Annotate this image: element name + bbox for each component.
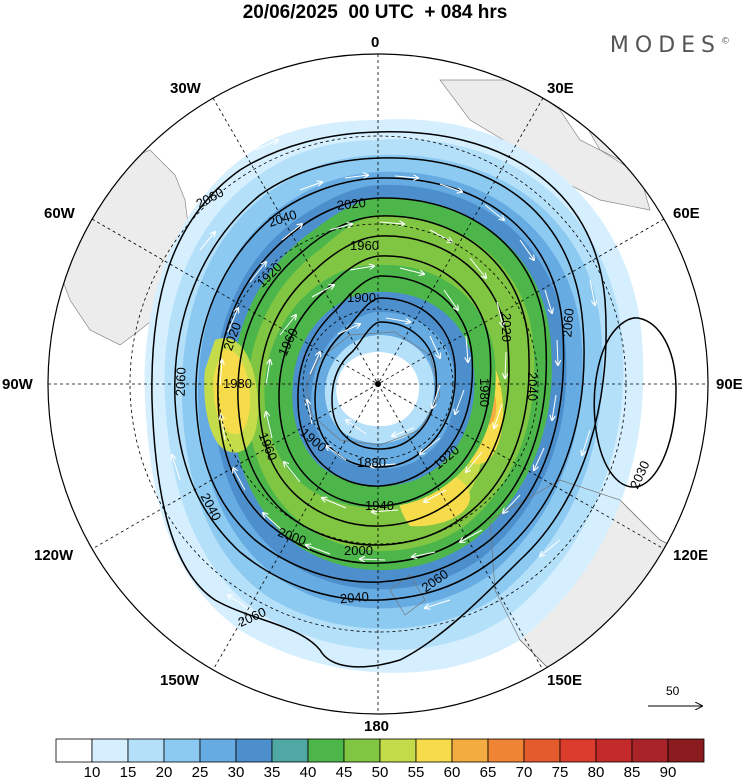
colorbar-tick-label: 45 bbox=[335, 764, 353, 781]
colorbar-tick-label: 15 bbox=[119, 764, 137, 781]
geopotential-contours bbox=[151, 131, 677, 668]
modes-logo: MODES© bbox=[610, 33, 730, 58]
contour-1900 bbox=[314, 297, 456, 468]
contour-label: 1880 bbox=[357, 455, 386, 470]
lon-label-90e: 90E bbox=[716, 376, 743, 393]
colorbar-tick-label: 20 bbox=[155, 764, 173, 781]
colorbar-swatch bbox=[595, 738, 633, 763]
colorbar-swatch bbox=[667, 738, 705, 763]
logo-text: MODES bbox=[609, 33, 721, 58]
band-inner-10 bbox=[336, 352, 420, 427]
lon-label-60w: 60W bbox=[44, 205, 75, 222]
colorbar-swatch bbox=[415, 738, 453, 763]
contour-label: 1960 bbox=[350, 238, 379, 253]
colorbar-swatch bbox=[307, 738, 345, 763]
colorbar-swatch bbox=[55, 738, 93, 763]
colorbar-swatch bbox=[451, 738, 489, 763]
contour-1980 bbox=[237, 215, 530, 546]
contour-label: 2040 bbox=[525, 372, 540, 401]
contour-2040 bbox=[174, 157, 585, 601]
colorbar-tick-label: 55 bbox=[407, 764, 425, 781]
colorbar-swatch bbox=[379, 738, 417, 763]
colorbar-tick-label: 10 bbox=[83, 764, 101, 781]
chart-title: 20/06/2025 00 UTC + 084 hrs bbox=[242, 2, 508, 23]
reference-vector-label: 50 bbox=[666, 684, 680, 698]
colorbar-swatch bbox=[487, 738, 525, 763]
colorbar-tick-label: 35 bbox=[263, 764, 281, 781]
contour-2060 bbox=[151, 131, 607, 668]
wind-vectors bbox=[172, 140, 595, 611]
colorbar-tick-label: 40 bbox=[299, 764, 317, 781]
lon-label-90w: 90W bbox=[2, 376, 33, 393]
lon-label-150e: 150E bbox=[547, 672, 583, 689]
colorbar-swatch bbox=[523, 738, 561, 763]
colorbar-tick-label: 60 bbox=[443, 764, 461, 781]
contour-1880 bbox=[331, 321, 438, 450]
contour-1960 bbox=[258, 235, 510, 527]
lon-label-30w: 30W bbox=[170, 80, 201, 97]
contour-1920 bbox=[297, 275, 474, 487]
lon-label-0: 0 bbox=[371, 34, 380, 51]
contour-2020 bbox=[195, 177, 565, 583]
colorbar bbox=[55, 738, 705, 763]
colorbar-swatch bbox=[163, 738, 201, 763]
colorbar-tick-label: 75 bbox=[551, 764, 569, 781]
lon-label-150w: 150W bbox=[160, 672, 200, 689]
copyright-mark: © bbox=[721, 36, 730, 47]
contour-label: 2020 bbox=[499, 313, 514, 342]
map-border bbox=[47, 53, 709, 715]
colorbar-tick-label: 65 bbox=[479, 764, 497, 781]
colorbar-swatch bbox=[235, 738, 273, 763]
colorbar-tick-label: 30 bbox=[227, 764, 245, 781]
colorbar-tick-label: 80 bbox=[587, 764, 605, 781]
lon-label-180: 180 bbox=[364, 718, 390, 735]
colorbar-swatch bbox=[91, 738, 129, 763]
band-55-west bbox=[213, 349, 250, 435]
colorbar-tick-label: 85 bbox=[623, 764, 641, 781]
colorbar-tick-label: 90 bbox=[659, 764, 677, 781]
lon-label-30e: 30E bbox=[547, 80, 574, 97]
colorbar-tick-label: 50 bbox=[371, 764, 389, 781]
contour-label: 2040 bbox=[339, 589, 369, 606]
contour-label: 2060 bbox=[173, 367, 189, 396]
contour-label: 2060 bbox=[559, 308, 576, 338]
colorbar-swatch bbox=[127, 738, 165, 763]
contour-1940 bbox=[278, 255, 492, 507]
contour-label: 2020 bbox=[336, 195, 366, 213]
colorbar-tick-label: 25 bbox=[191, 764, 209, 781]
contour-label: 1940 bbox=[365, 498, 394, 513]
lon-label-120w: 120W bbox=[34, 547, 74, 564]
colorbar-tick-label: 70 bbox=[515, 764, 533, 781]
contour-2000 bbox=[217, 197, 548, 564]
contour-label: 1900 bbox=[347, 290, 376, 305]
colorbar-swatch bbox=[199, 738, 237, 763]
contour-label: 1980 bbox=[477, 378, 492, 407]
lon-label-60e: 60E bbox=[673, 205, 700, 222]
colorbar-swatch bbox=[631, 738, 669, 763]
colorbar-swatch bbox=[343, 738, 381, 763]
colorbar-swatch bbox=[559, 738, 597, 763]
contour-label: 1980 bbox=[223, 376, 252, 391]
colorbar-swatch bbox=[271, 738, 309, 763]
contour-label: 2000 bbox=[344, 543, 373, 558]
contour-2030 bbox=[593, 317, 677, 488]
pole-marker bbox=[375, 381, 381, 387]
wind-speed-shading bbox=[144, 119, 644, 673]
lon-label-120e: 120E bbox=[673, 547, 709, 564]
